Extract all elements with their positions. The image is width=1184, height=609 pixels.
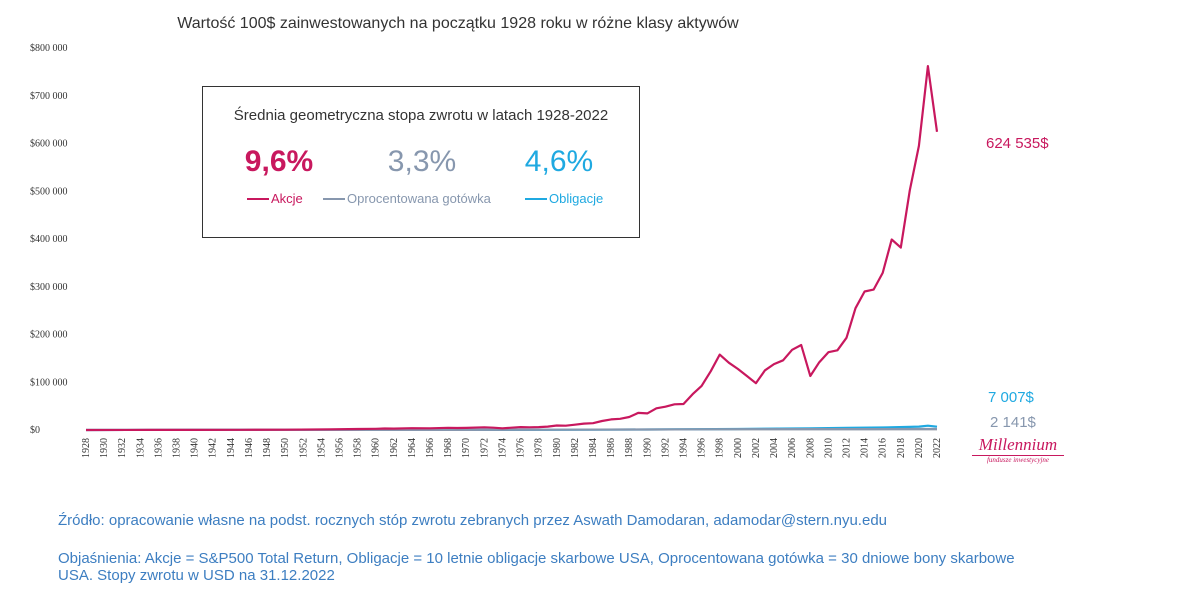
return-rates-box: Średnia geometryczna stopa zwrotu w lata… xyxy=(202,86,640,238)
x-tick-label: 1930 xyxy=(99,438,110,458)
x-tick-label: 1942 xyxy=(208,438,219,458)
end-label: 2 141$ xyxy=(990,414,1037,431)
x-tick-label: 1996 xyxy=(697,438,708,458)
y-tick-label: $100 000 xyxy=(30,377,68,388)
y-tick-label: $400 000 xyxy=(30,234,68,245)
x-tick-label: 1976 xyxy=(516,438,527,458)
x-tick-label: 1946 xyxy=(244,438,255,458)
x-tick-label: 1982 xyxy=(570,438,581,458)
x-tick-label: 2004 xyxy=(769,438,780,458)
x-tick-label: 2022 xyxy=(932,438,943,458)
legend-item-cash: Oprocentowana gotówka xyxy=(323,191,491,206)
x-tick-label: 1990 xyxy=(642,438,653,458)
legend-swatch-stocks xyxy=(247,197,269,200)
x-tick-label: 1932 xyxy=(117,438,128,458)
legend-item-bonds: Obligacje xyxy=(525,191,603,206)
y-tick-label: $500 000 xyxy=(30,186,68,197)
x-tick-label: 1934 xyxy=(135,438,146,458)
x-tick-label: 2000 xyxy=(733,438,744,458)
x-tick-label: 1950 xyxy=(280,438,291,458)
x-tick-label: 1958 xyxy=(353,438,364,458)
x-tick-label: 1966 xyxy=(425,438,436,458)
logo-sub-text: fundusze inwestycyjne xyxy=(986,456,1049,464)
x-tick-label: 1938 xyxy=(172,438,183,458)
x-tick-label: 1928 xyxy=(81,438,92,458)
return-rates-title: Średnia geometryczna stopa zwrotu w lata… xyxy=(233,107,609,124)
x-tick-label: 1944 xyxy=(226,438,237,458)
x-tick-label: 2018 xyxy=(896,438,907,458)
x-tick-label: 1936 xyxy=(153,438,164,458)
x-tick-label: 1964 xyxy=(407,438,418,458)
x-tick-label: 1992 xyxy=(660,438,671,458)
x-tick-label: 1974 xyxy=(497,438,508,458)
legend-item-stocks: Akcje xyxy=(247,191,303,206)
x-tick-label: 2016 xyxy=(878,438,889,458)
legend-label-bonds: Obligacje xyxy=(549,191,604,206)
millennium-logo: Millennium fundusze inwestycyjne xyxy=(968,436,1068,465)
legend-label-cash: Oprocentowana gotówka xyxy=(347,191,491,206)
x-tick-label: 1954 xyxy=(316,438,327,458)
cash-rate: 3,3% xyxy=(387,145,457,178)
explanations-line-1: Objaśnienia: Akcje = S&P500 Total Return… xyxy=(58,550,1015,567)
x-tick-label: 1986 xyxy=(606,438,617,458)
x-tick-label: 1960 xyxy=(371,438,382,458)
x-tick-label: 2008 xyxy=(805,438,816,458)
source-note: Źródło: opracowanie własne na podst. roc… xyxy=(58,512,887,529)
x-tick-label: 2006 xyxy=(787,438,798,458)
x-tick-label: 1998 xyxy=(715,438,726,458)
legend-label-stocks: Akcje xyxy=(271,191,303,206)
x-tick-label: 1952 xyxy=(298,438,309,458)
x-tick-label: 1972 xyxy=(479,438,490,458)
legend-swatch-cash xyxy=(323,197,345,200)
x-tick-label: 1994 xyxy=(679,438,690,458)
y-tick-label: $300 000 xyxy=(30,282,68,293)
bonds-rate: 4,6% xyxy=(524,145,594,178)
y-axis-ticks: $0 $100 000 $200 000 $300 000 $400 000 $500 0… xyxy=(30,43,68,436)
x-tick-label: 1962 xyxy=(389,438,400,458)
y-tick-label: $600 000 xyxy=(30,139,68,150)
x-tick-label: 1984 xyxy=(588,438,599,458)
y-tick-label: $200 000 xyxy=(30,330,68,341)
chart-title: Wartość 100$ zainwestowanych na początku… xyxy=(177,15,739,32)
x-tick-label: 1988 xyxy=(624,438,635,458)
end-label: 7 007$ xyxy=(988,389,1035,406)
x-tick-label: 1970 xyxy=(461,438,472,458)
x-tick-label: 1968 xyxy=(443,438,454,458)
logo-main-text: Millennium xyxy=(978,435,1058,454)
explanations-line-2: USA. Stopy zwrotu w USD na 31.12.2022 xyxy=(58,567,335,584)
x-tick-label: 1980 xyxy=(552,438,563,458)
series-line-akcje xyxy=(85,65,939,432)
x-tick-label: 1978 xyxy=(534,438,545,458)
x-tick-label: 2010 xyxy=(823,438,834,458)
y-tick-label: $700 000 xyxy=(30,91,68,102)
x-tick-label: 1948 xyxy=(262,438,273,458)
y-tick-label: $800 000 xyxy=(30,43,68,54)
x-tick-label: 2002 xyxy=(751,438,762,458)
x-tick-label: 2012 xyxy=(841,438,852,458)
x-tick-label: 2020 xyxy=(914,438,925,458)
y-tick-label: $0 xyxy=(30,425,40,436)
end-labels: 624 535$ 7 007$ 2 141$ xyxy=(986,135,1049,431)
x-tick-label: 1956 xyxy=(334,438,345,458)
end-label: 624 535$ xyxy=(986,135,1049,152)
x-tick-label: 1940 xyxy=(190,438,201,458)
logo-underline xyxy=(972,455,1064,456)
stocks-rate: 9,6% xyxy=(244,145,314,178)
legend-swatch-bonds xyxy=(525,197,547,200)
x-tick-label: 2014 xyxy=(860,438,871,458)
x-axis-ticks: 1928 1930 1932 1934 1936 1938 1940 1942 1944 1946… xyxy=(81,438,943,458)
series-lines xyxy=(85,65,939,432)
